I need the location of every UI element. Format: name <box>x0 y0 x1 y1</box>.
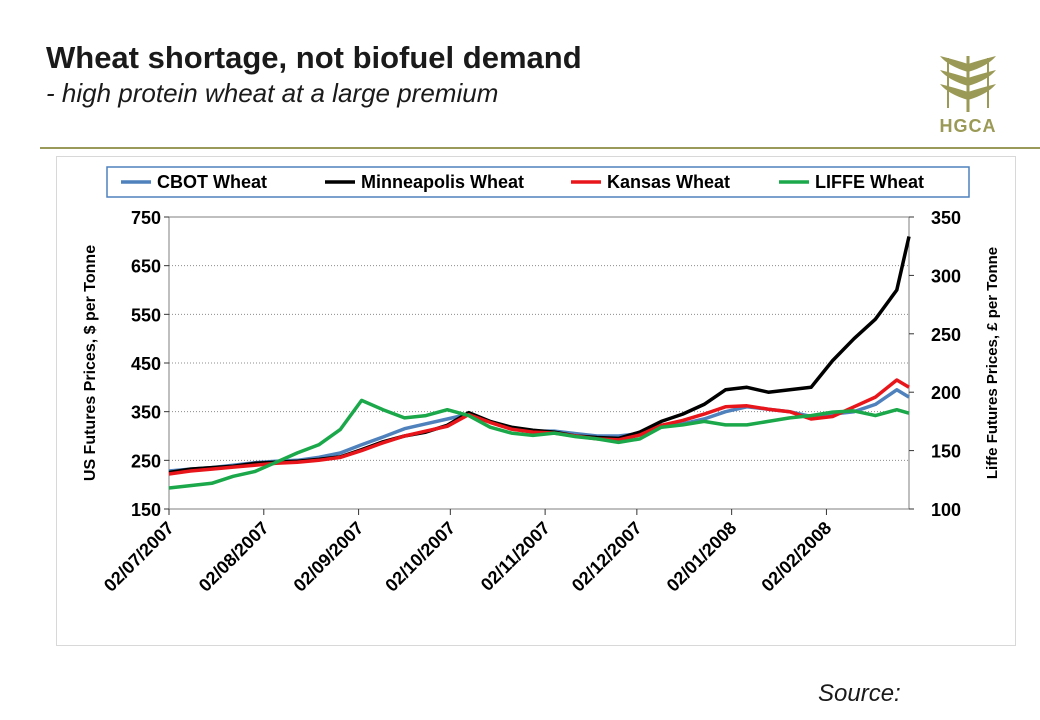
x-tick-label: 02/08/2007 <box>195 518 273 596</box>
source-label: Source: <box>818 680 901 707</box>
y-left-tick-label: 250 <box>131 451 161 471</box>
y-left-tick-label: 750 <box>131 208 161 228</box>
wheat-price-chart: 150 250 350 450 550 650 750 100 150 200 250 300 350 U… <box>82 166 1001 596</box>
x-tick-label: 02/07/2007 <box>100 518 178 596</box>
legend-label: CBOT Wheat <box>157 172 267 192</box>
y-right-tick-label: 350 <box>931 208 961 228</box>
y-left-axis-title: US Futures Prices, $ per Tonne <box>82 245 99 481</box>
chart-container: 150 250 350 450 550 650 750 100 150 200 250 300 350 U… <box>56 156 1016 646</box>
y-right-axis-title: Liffe Futures Prices, £ per Tonne <box>984 247 1001 479</box>
y-left-tick-label: 650 <box>131 257 161 277</box>
legend-box <box>106 166 970 198</box>
y-left-tick-label: 450 <box>131 354 161 374</box>
y-right-tick-label: 100 <box>931 500 961 520</box>
series-line <box>168 398 910 490</box>
slide-title: Wheat shortage, not biofuel demand <box>46 40 582 75</box>
x-tick-label: 02/09/2007 <box>290 518 368 596</box>
hgca-logo-icon <box>940 56 996 112</box>
x-tick-label: 02/12/2007 <box>568 518 646 596</box>
series-line <box>168 236 911 475</box>
y-right-tick-label: 300 <box>931 266 961 286</box>
legend-label: Minneapolis Wheat <box>361 172 524 192</box>
y-left-tick-label: 350 <box>131 403 161 423</box>
title-divider <box>40 147 1040 149</box>
y-left-tick-label: 150 <box>131 500 161 520</box>
x-tick-label: 02/02/2008 <box>757 518 835 596</box>
x-tick-label: 02/10/2007 <box>381 518 459 596</box>
y-right-tick-label: 250 <box>931 325 961 345</box>
slide-subtitle: - high protein wheat at a large premium <box>46 78 499 108</box>
logo-text: HGCA <box>939 116 997 136</box>
x-tick-label: 02/11/2007 <box>477 518 554 595</box>
y-left-tick-label: 550 <box>131 305 161 325</box>
y-right-tick-label: 150 <box>931 442 961 462</box>
y-right-tick-label: 200 <box>931 383 961 403</box>
x-tick-label: 02/01/2008 <box>663 518 741 596</box>
legend-label: Kansas Wheat <box>607 172 730 192</box>
legend-label: LIFFE Wheat <box>815 172 924 192</box>
